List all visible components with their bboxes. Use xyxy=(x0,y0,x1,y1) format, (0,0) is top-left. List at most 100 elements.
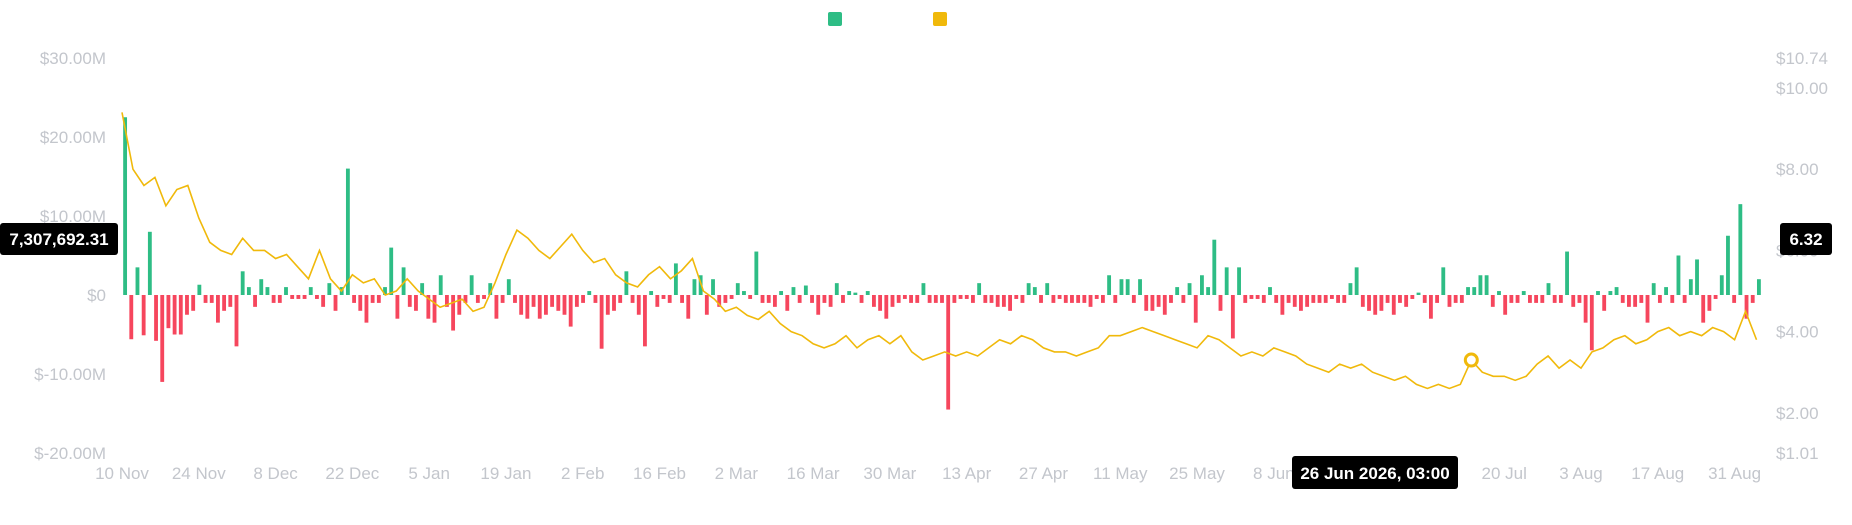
bar-231 xyxy=(1552,295,1557,303)
bar-226 xyxy=(1521,291,1526,295)
bar-58 xyxy=(482,295,486,299)
bar-156 xyxy=(1088,295,1093,307)
legend xyxy=(828,12,947,26)
bar-101 xyxy=(748,295,753,299)
bar-136 xyxy=(964,295,969,299)
left-value-tag: 7,307,692.31 xyxy=(0,223,118,255)
bar-74 xyxy=(581,295,585,303)
bar-30 xyxy=(308,287,313,295)
bar-71 xyxy=(562,295,567,315)
bar-253 xyxy=(1688,279,1693,295)
price-line xyxy=(121,112,1758,390)
bar-194 xyxy=(1323,295,1328,303)
bar-132 xyxy=(940,295,944,303)
bar-259 xyxy=(1726,235,1730,295)
bar-28 xyxy=(296,295,301,299)
bar-79 xyxy=(612,295,616,311)
bar-254 xyxy=(1695,259,1699,295)
bar-160 xyxy=(1113,295,1118,303)
x-tick-17-aug: 17 Aug xyxy=(1631,464,1684,483)
bar-27 xyxy=(290,295,295,299)
bar-222 xyxy=(1497,291,1501,295)
bar-109 xyxy=(797,295,802,303)
bar-154 xyxy=(1076,295,1081,303)
bar-207 xyxy=(1404,295,1409,307)
bar-143 xyxy=(1008,295,1012,311)
right-tick-4-00: $4.00 xyxy=(1776,323,1819,342)
bar-1 xyxy=(129,295,134,340)
bar-192 xyxy=(1311,295,1316,303)
bar-152 xyxy=(1063,295,1068,303)
bar-237 xyxy=(1589,295,1594,351)
bar-33 xyxy=(327,283,332,295)
bar-21 xyxy=(253,295,257,307)
bar-39 xyxy=(364,295,369,323)
bar-187 xyxy=(1280,295,1285,315)
bar-50 xyxy=(432,295,437,323)
bar-264 xyxy=(1756,279,1761,295)
bar-141 xyxy=(995,295,1000,307)
bar-190 xyxy=(1299,295,1303,311)
x-tick-2-feb: 2 Feb xyxy=(561,464,604,483)
bar-3 xyxy=(141,295,146,336)
bar-206 xyxy=(1398,295,1402,303)
bar-240 xyxy=(1608,291,1613,295)
bar-128 xyxy=(915,295,920,303)
left-value-text: 7,307,692.31 xyxy=(9,230,108,249)
bar-232 xyxy=(1558,295,1563,303)
bar-100 xyxy=(742,291,746,295)
bar-211 xyxy=(1428,295,1433,319)
crosshair-marker xyxy=(1463,352,1479,368)
bar-129 xyxy=(921,283,926,295)
bar-185 xyxy=(1268,287,1272,295)
bar-111 xyxy=(810,295,814,303)
bar-223 xyxy=(1503,295,1508,315)
bar-220 xyxy=(1484,275,1489,295)
bar-67 xyxy=(537,295,542,319)
bar-176 xyxy=(1212,239,1217,295)
right-tick-8-00: $8.00 xyxy=(1776,160,1819,179)
x-tick-13-apr: 13 Apr xyxy=(942,464,991,483)
bar-164 xyxy=(1138,279,1142,295)
bar-90 xyxy=(680,295,684,303)
bar-227 xyxy=(1528,295,1532,303)
bar-18 xyxy=(234,295,239,347)
x-tick-2-mar: 2 Mar xyxy=(715,464,759,483)
bar-239 xyxy=(1602,295,1607,311)
legend-swatch-1[interactable] xyxy=(828,12,842,26)
bar-118 xyxy=(853,292,858,295)
bar-62 xyxy=(506,279,511,295)
bar-5 xyxy=(154,295,158,341)
bar-113 xyxy=(822,295,827,303)
bar-217 xyxy=(1466,287,1470,295)
date-tag-text: 26 Jun 2026, 03:00 xyxy=(1300,464,1449,483)
bar-57 xyxy=(475,295,480,303)
left-tick-0: $0 xyxy=(87,286,106,305)
bar-15 xyxy=(216,295,220,323)
bar-203 xyxy=(1379,295,1384,311)
bar-124 xyxy=(890,295,895,307)
bar-179 xyxy=(1230,295,1235,339)
bar-215 xyxy=(1453,295,1458,303)
bar-45 xyxy=(401,267,406,295)
x-tick-22-dec: 22 Dec xyxy=(325,464,379,483)
bar-186 xyxy=(1274,295,1279,303)
bar-198 xyxy=(1348,283,1353,295)
bar-148 xyxy=(1039,295,1043,303)
bar-102 xyxy=(754,251,759,295)
legend-swatch-2[interactable] xyxy=(933,12,947,26)
bar-127 xyxy=(909,295,913,303)
bar-108 xyxy=(791,287,796,295)
bar-114 xyxy=(828,295,833,307)
bar-182 xyxy=(1249,295,1254,299)
bar-247 xyxy=(1651,283,1656,295)
bar-246 xyxy=(1645,295,1650,323)
bar-257 xyxy=(1713,295,1718,299)
bar-14 xyxy=(209,295,214,303)
bar-263 xyxy=(1750,295,1755,303)
right-tick-1-01: $1.01 xyxy=(1776,444,1819,463)
bar-49 xyxy=(426,295,431,319)
bar-163 xyxy=(1131,295,1136,303)
bar-51 xyxy=(438,275,443,295)
